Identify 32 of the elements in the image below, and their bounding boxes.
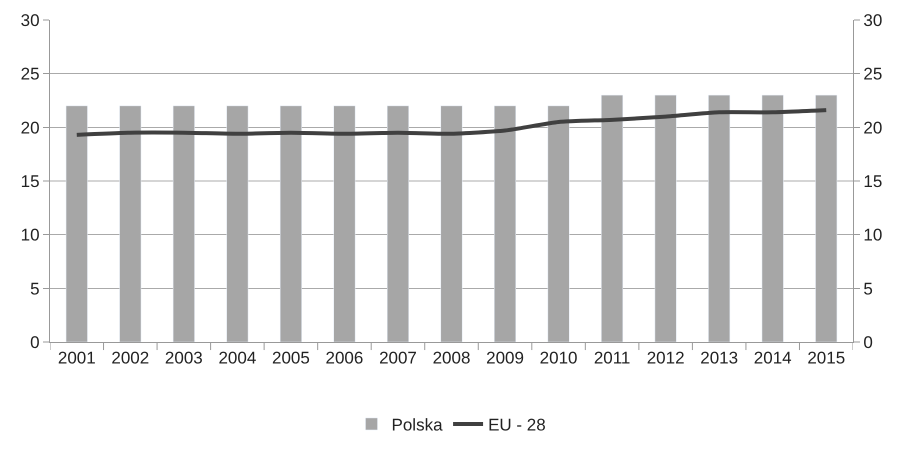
y2-tick-label: 20 [863, 118, 882, 138]
legend-label: EU - 28 [488, 416, 546, 435]
y2-tick-label: 30 [863, 10, 882, 30]
y2-tick-label: 25 [863, 64, 882, 84]
x-tick-label: 2014 [754, 348, 792, 368]
x-tick-label: 2004 [218, 348, 256, 368]
legend-label: Polska [392, 416, 444, 435]
x-tick-label: 2013 [700, 348, 738, 368]
x-tick-label: 2011 [594, 348, 630, 368]
y-tick-label: 0 [30, 332, 40, 352]
y2-tick-label: 10 [863, 226, 882, 245]
y-tick-label: 15 [20, 172, 40, 191]
x-tick-label: 2003 [164, 348, 203, 368]
y-tick-label: 10 [20, 226, 40, 245]
x-tick-label: 2010 [540, 348, 578, 368]
y-tick-label: 30 [20, 10, 40, 30]
x-tick-label: 2009 [486, 348, 524, 368]
x-tick-label: 2006 [326, 348, 364, 368]
x-tick-label: 2001 [58, 348, 96, 368]
y2-tick-label: 15 [863, 172, 882, 191]
line-series [74, 108, 828, 137]
x-tick-label: 2008 [432, 348, 470, 368]
x-tick-label: 2012 [646, 348, 685, 368]
y-tick-label: 25 [20, 64, 40, 84]
y-tick-label: 20 [20, 118, 40, 138]
x-tick-label: 2007 [379, 348, 417, 368]
y2-tick-label: 5 [863, 279, 873, 298]
x-tick-label: 2015 [807, 348, 846, 368]
y2-tick-label: 0 [863, 332, 873, 352]
y-tick-label: 5 [30, 279, 40, 298]
x-tick-label: 2002 [111, 348, 150, 368]
x-tick-label: 2005 [272, 348, 310, 368]
